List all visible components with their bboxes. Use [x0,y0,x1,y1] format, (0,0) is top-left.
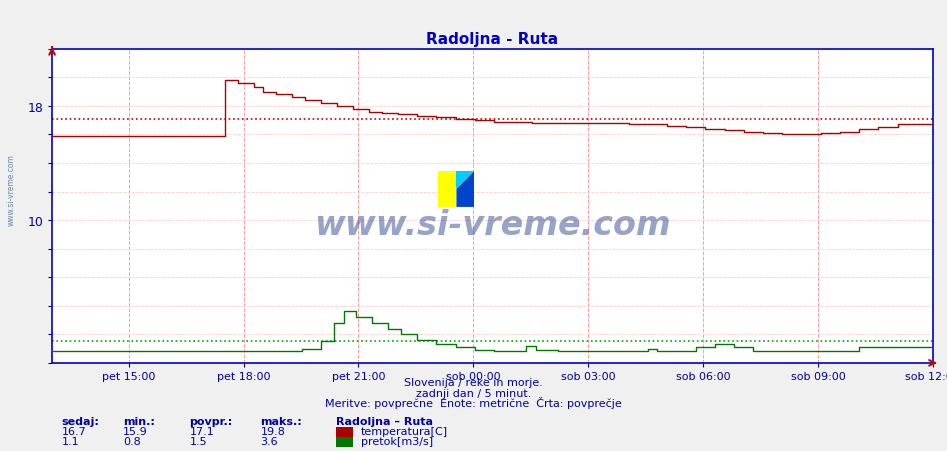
Text: pretok[m3/s]: pretok[m3/s] [361,436,433,446]
Text: zadnji dan / 5 minut.: zadnji dan / 5 minut. [416,388,531,398]
Text: Slovenija / reke in morje.: Slovenija / reke in morje. [404,377,543,387]
Text: 17.1: 17.1 [189,426,214,436]
Text: 1.1: 1.1 [62,436,80,446]
Text: temperatura[C]: temperatura[C] [361,426,448,436]
Text: 0.8: 0.8 [123,436,141,446]
Text: 15.9: 15.9 [123,426,148,436]
Text: 3.6: 3.6 [260,436,278,446]
Text: povpr.:: povpr.: [189,416,233,426]
Text: 19.8: 19.8 [260,426,285,436]
Text: www.si-vreme.com: www.si-vreme.com [7,153,16,226]
Text: 1.5: 1.5 [189,436,207,446]
Text: maks.:: maks.: [260,416,302,426]
Title: Radoljna - Ruta: Radoljna - Ruta [426,32,559,47]
Text: www.si-vreme.com: www.si-vreme.com [314,209,670,242]
Text: 16.7: 16.7 [62,426,86,436]
Text: Meritve: povprečne  Enote: metrične  Črta: povprečje: Meritve: povprečne Enote: metrične Črta:… [325,396,622,408]
Polygon shape [438,171,456,207]
Text: min.:: min.: [123,416,155,426]
Text: Radoljna – Ruta: Radoljna – Ruta [336,416,433,426]
Polygon shape [456,171,474,207]
Polygon shape [456,171,474,189]
Text: sedaj:: sedaj: [62,416,99,426]
